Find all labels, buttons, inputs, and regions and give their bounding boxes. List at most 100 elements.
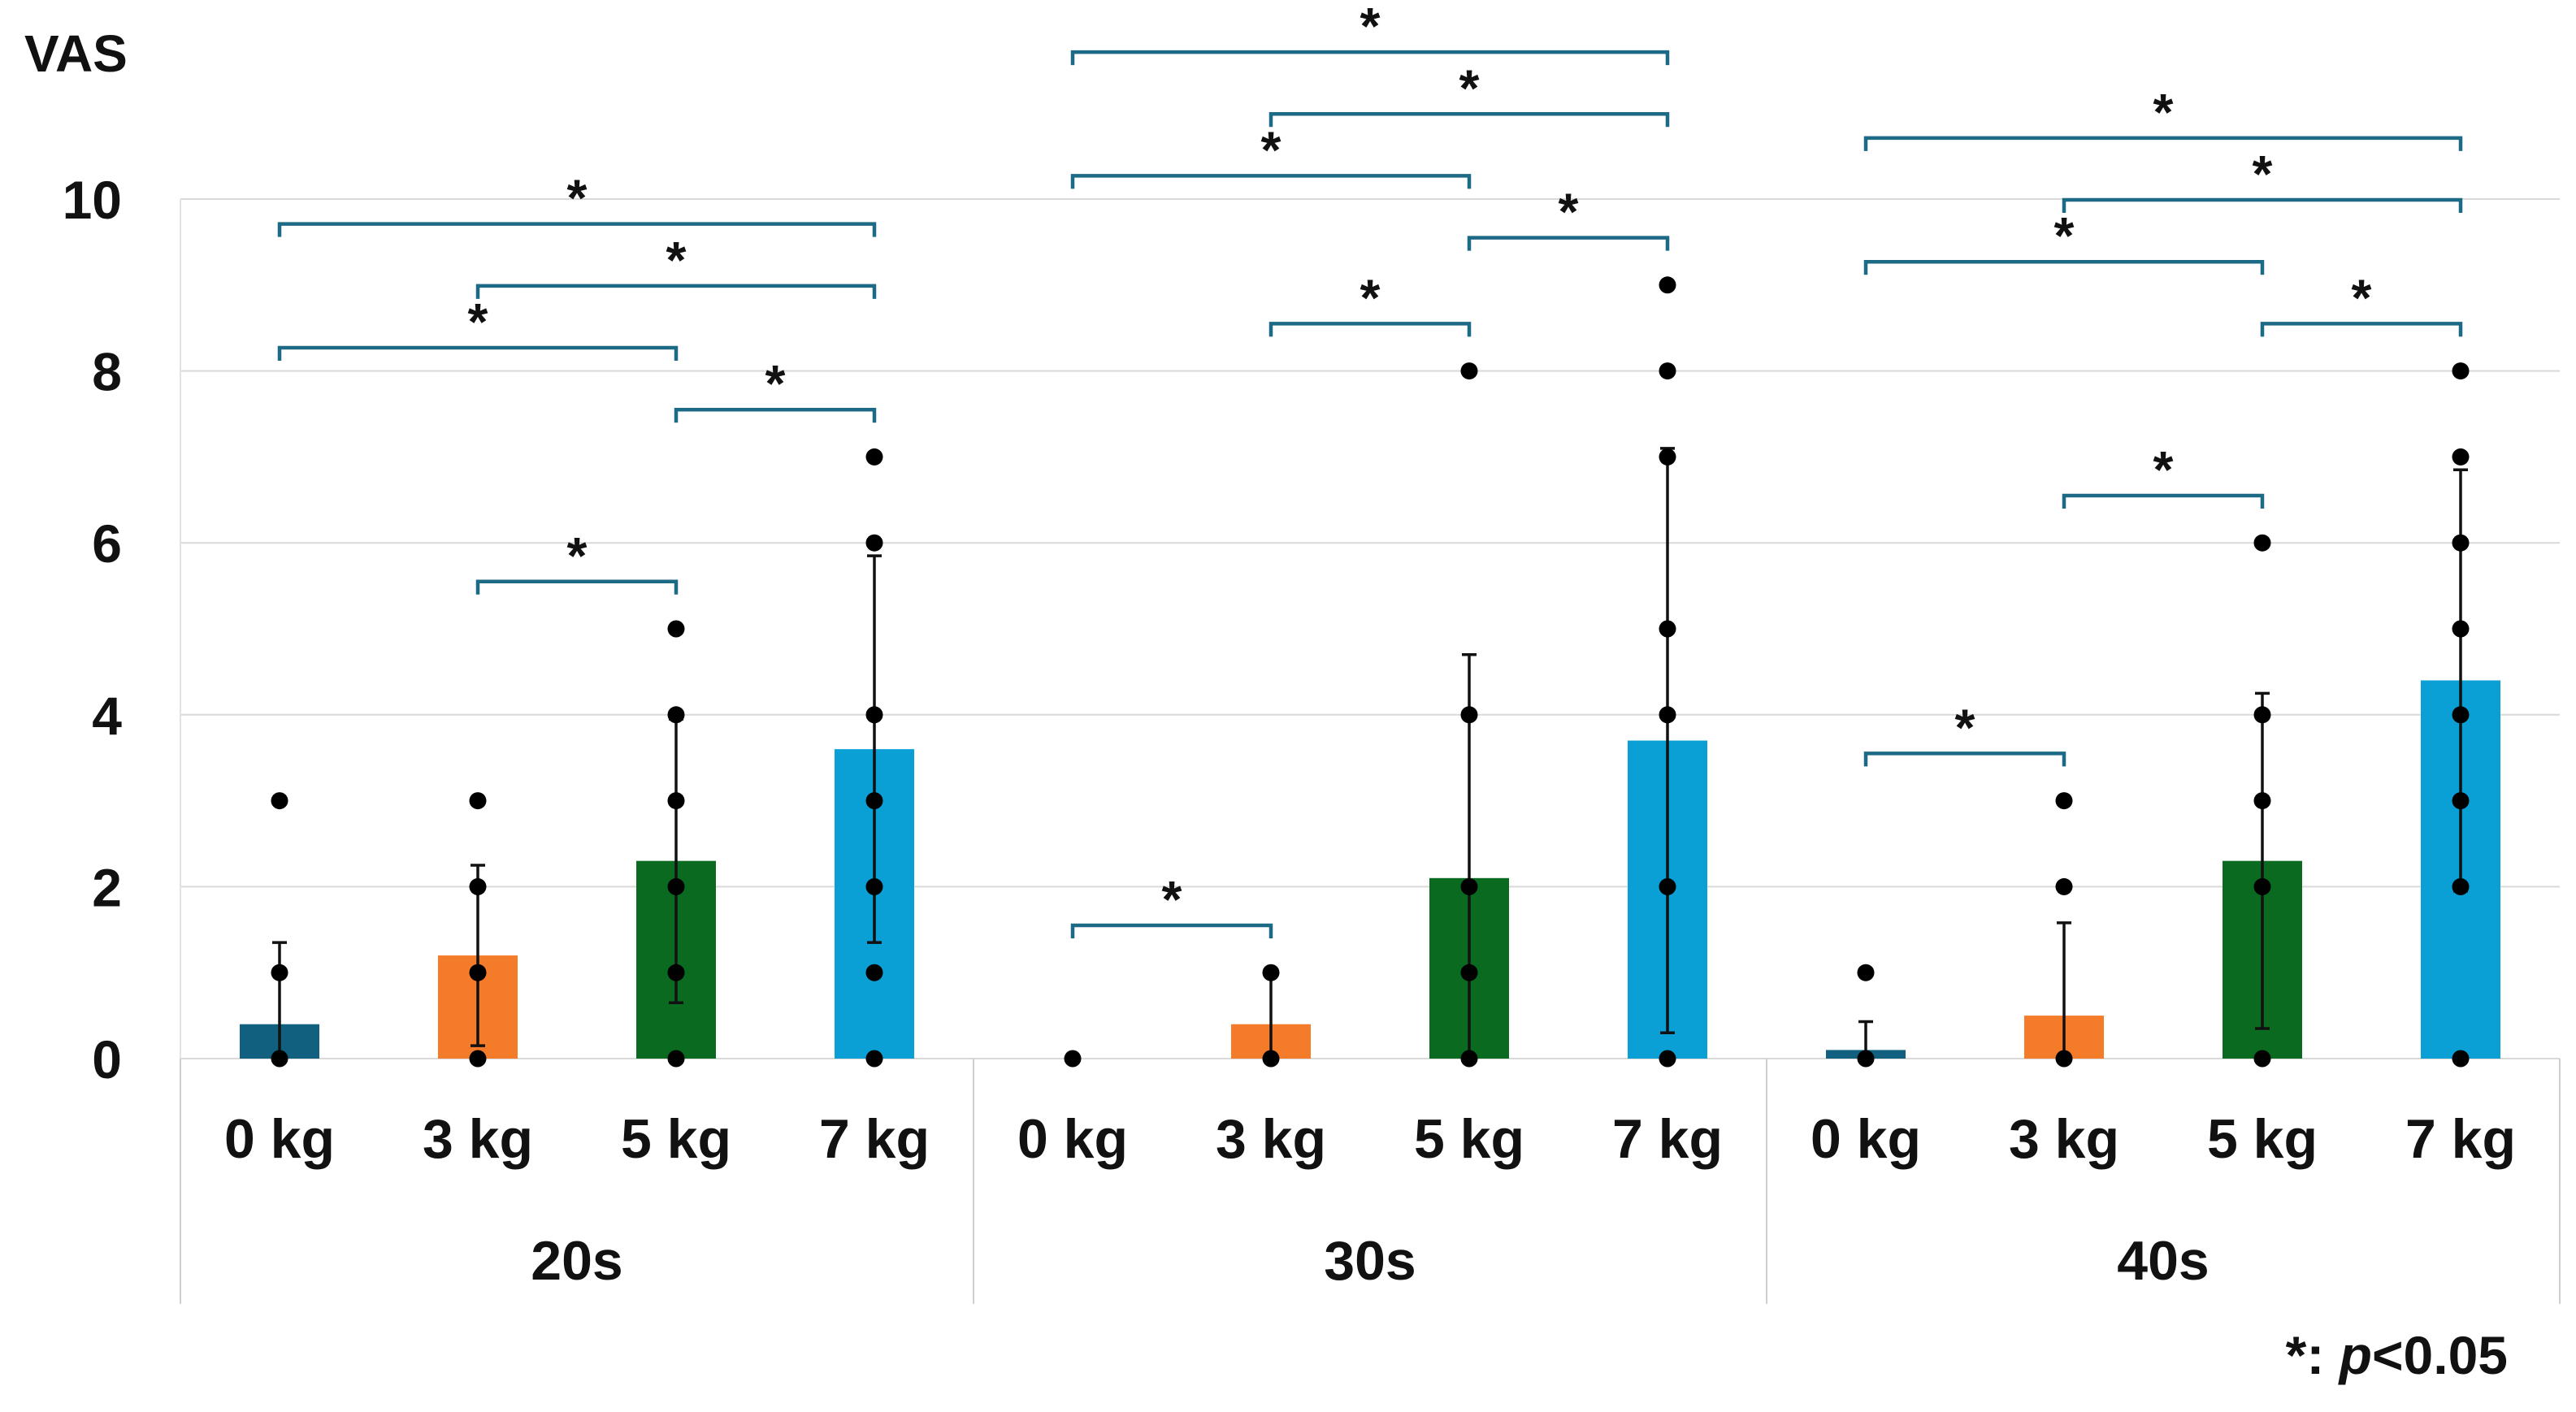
y-axis-label: VAS: [24, 24, 128, 83]
significance-mark: *: [2352, 268, 2372, 327]
data-point: [271, 1050, 288, 1068]
data-point: [865, 706, 883, 724]
x-tick-label: 0 kg: [1017, 1108, 1128, 1170]
data-point: [667, 792, 685, 810]
x-tick-label: 5 kg: [621, 1108, 731, 1170]
data-point: [2452, 534, 2470, 552]
data-point: [2253, 877, 2271, 895]
data-point: [1460, 964, 1478, 981]
significance-bracket: [1070, 174, 1472, 189]
data-point: [2452, 1050, 2470, 1068]
group-label: 30s: [1324, 1230, 1416, 1292]
data-point: [865, 534, 883, 552]
significance-mark: *: [1261, 120, 1281, 179]
y-tick-label: 6: [92, 513, 122, 574]
data-point: [1064, 1050, 1082, 1068]
data-point: [271, 792, 288, 810]
significance-mark: *: [567, 526, 588, 585]
data-point: [1659, 1050, 1676, 1068]
data-point: [1262, 964, 1280, 981]
data-point: [469, 792, 487, 810]
significance-mark: *: [1162, 870, 1182, 929]
data-point: [2055, 877, 2073, 895]
significance-mark: *: [1559, 183, 1579, 241]
data-point: [1659, 877, 1676, 895]
significance-mark: *: [765, 354, 786, 413]
significance-bracket: [1268, 112, 1670, 128]
significance-bracket: [2062, 197, 2463, 214]
data-point: [865, 1050, 883, 1068]
significance-bracket: [1070, 923, 1273, 939]
significance-bracket: [1070, 50, 1670, 66]
x-tick-label: 3 kg: [1216, 1108, 1326, 1170]
significance-mark: *: [1360, 0, 1381, 55]
y-tick-label: 10: [63, 170, 122, 230]
significance-bracket: [1863, 259, 2265, 275]
significance-bracket: [475, 284, 877, 299]
significance-footnote: *: p<0.05: [2286, 1324, 2508, 1386]
data-point: [2452, 448, 2470, 466]
group-label: 40s: [2117, 1230, 2209, 1292]
footnote-suffix: <0.05: [2372, 1325, 2508, 1385]
data-point: [2253, 792, 2271, 810]
data-point: [667, 620, 685, 638]
data-point: [2055, 1050, 2073, 1068]
significance-bracket: [475, 579, 679, 595]
data-point: [667, 706, 685, 724]
data-point: [2452, 877, 2470, 895]
data-point: [271, 964, 288, 981]
significance-mark: *: [1360, 268, 1381, 327]
data-point: [2253, 534, 2271, 552]
data-point: [2055, 792, 2073, 810]
significance-bracket: [1467, 236, 1670, 251]
significance-mark: *: [2253, 145, 2273, 203]
data-point: [2452, 706, 2470, 724]
significance-bracket: [1268, 322, 1472, 337]
x-tick-label: 0 kg: [224, 1108, 335, 1170]
data-point: [2253, 1050, 2271, 1068]
significance-mark: *: [2153, 83, 2174, 141]
x-tick-label: 3 kg: [2009, 1108, 2119, 1170]
data-point: [1857, 964, 1875, 981]
x-tick-label: 5 kg: [2207, 1108, 2318, 1170]
data-point: [1659, 362, 1676, 380]
significance-bracket: [2062, 493, 2265, 509]
x-tick-label: 7 kg: [1612, 1108, 1723, 1170]
data-point: [865, 877, 883, 895]
data-point: [667, 1050, 685, 1068]
y-tick-label: 0: [92, 1029, 122, 1089]
data-point: [865, 792, 883, 810]
significance-mark: *: [2153, 440, 2174, 499]
data-point: [469, 1050, 487, 1068]
data-point: [1460, 706, 1478, 724]
significance-mark: *: [567, 169, 588, 227]
data-point: [1659, 620, 1676, 638]
significance-bracket: [277, 222, 877, 237]
y-tick-label: 2: [92, 857, 122, 917]
data-point: [1460, 362, 1478, 380]
significance-bracket: [1863, 751, 2066, 767]
x-tick-label: 7 kg: [819, 1108, 930, 1170]
y-tick-label: 4: [92, 686, 122, 746]
data-point: [1460, 877, 1478, 895]
significance-mark: *: [1459, 58, 1480, 117]
data-point: [1460, 1050, 1478, 1068]
significance-bracket: [1863, 136, 2463, 151]
data-point: [469, 877, 487, 895]
data-point: [1659, 276, 1676, 294]
data-point: [2253, 706, 2271, 724]
footnote-prefix: *:: [2285, 1325, 2340, 1385]
data-point: [2452, 620, 2470, 638]
data-point: [1659, 706, 1676, 724]
significance-mark: *: [468, 292, 488, 351]
significance-mark: *: [2054, 206, 2075, 265]
significance-bracket: [674, 407, 877, 423]
group-label: 20s: [531, 1230, 622, 1292]
significance-bracket: [2260, 322, 2463, 337]
data-point: [1659, 448, 1676, 466]
significance-mark: *: [1955, 698, 1975, 756]
data-point: [2452, 362, 2470, 380]
y-tick-label: 8: [92, 342, 122, 402]
footnote-p: p: [2339, 1325, 2372, 1385]
